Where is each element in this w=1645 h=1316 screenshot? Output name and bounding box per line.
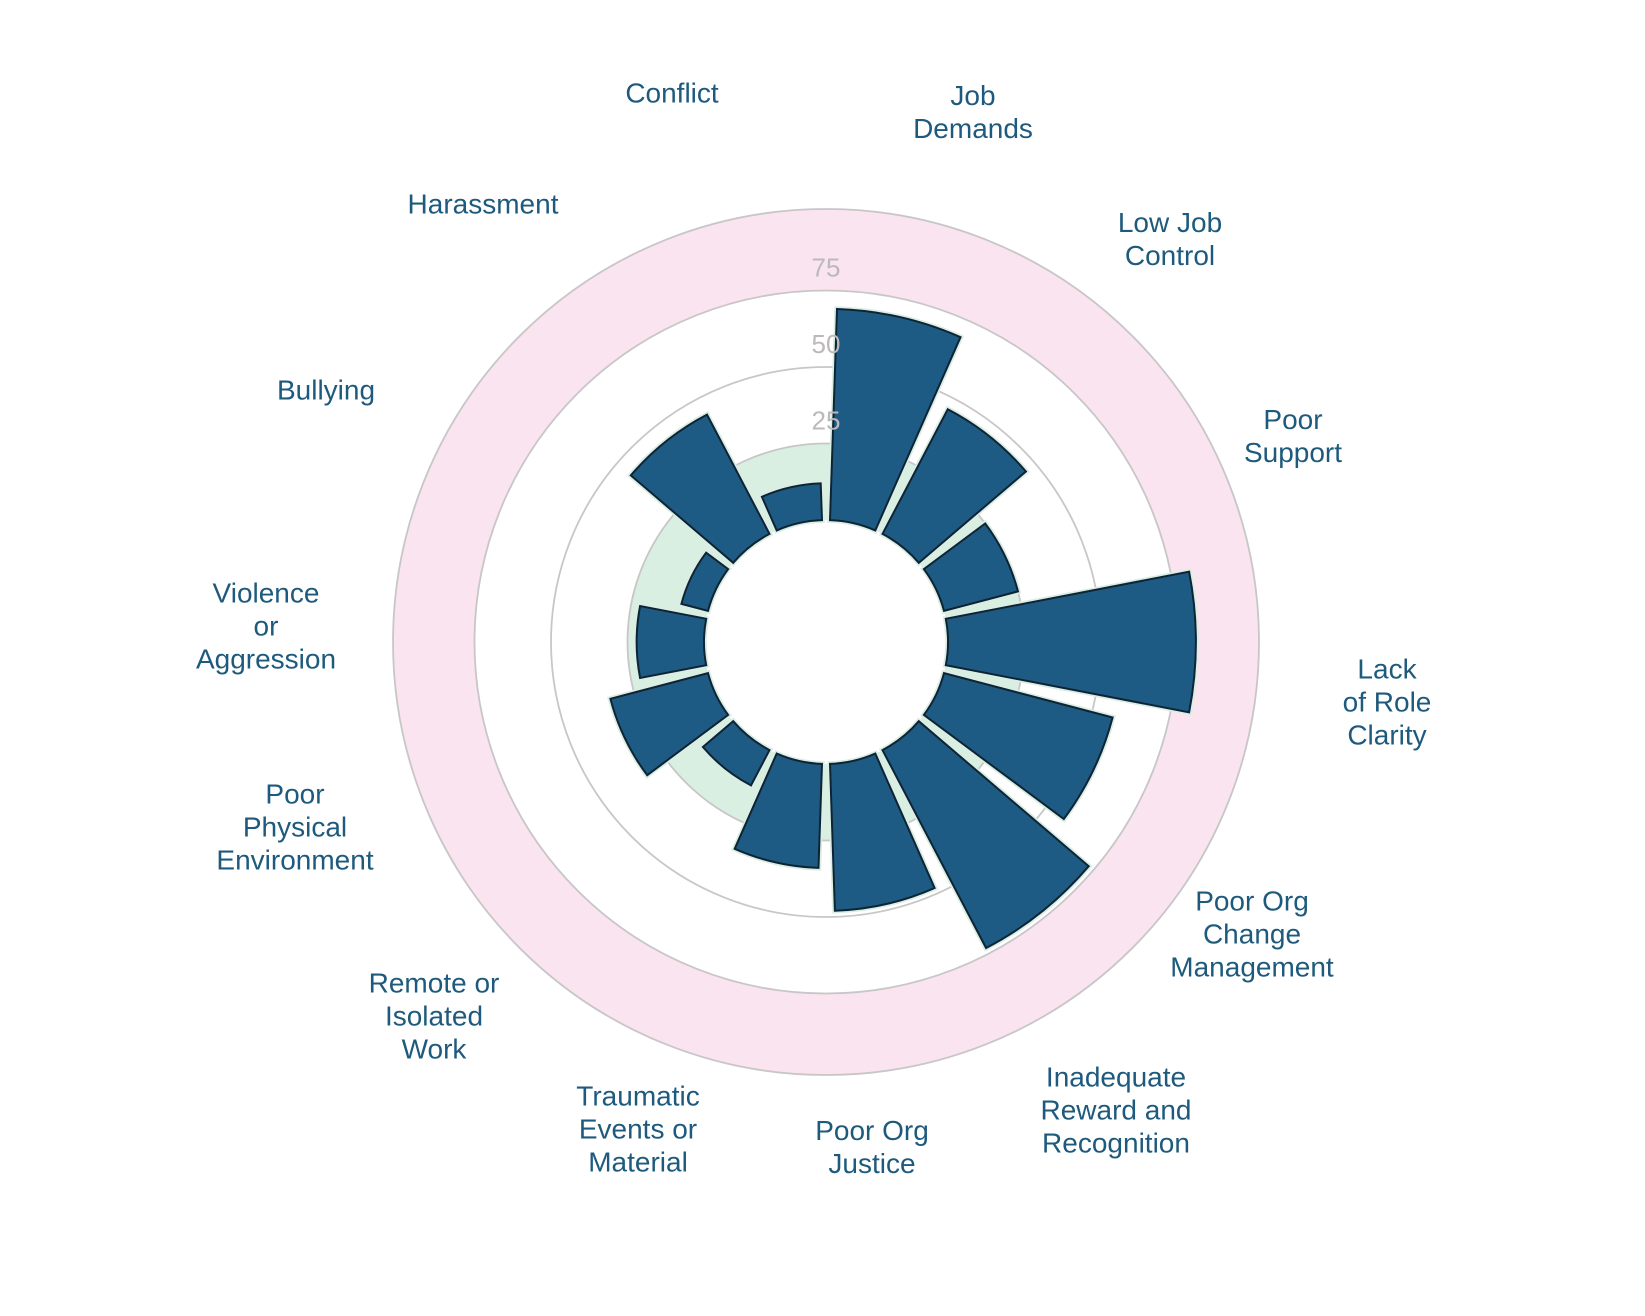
category-label-line: Justice: [828, 1148, 916, 1179]
category-label-inadequate-reward-and-recognition: Inadequate Reward and Recognition: [1041, 1061, 1192, 1160]
category-label-poor-support: Poor Support: [1244, 403, 1342, 469]
category-label-line: Management: [1170, 951, 1334, 983]
category-label-low-job-control: Low Job Control: [1118, 206, 1222, 272]
category-label-line: Remote or: [368, 967, 500, 999]
category-label-line: Conflict: [625, 77, 719, 109]
category-label-line: Poor Org: [1195, 885, 1309, 917]
category-label-poor-physical-environment: Poor Physical Environment: [216, 778, 373, 877]
wedge-poor-physical-environment: [609, 671, 730, 777]
wedge-poor-org-change-management: [922, 671, 1114, 821]
category-label-line: Harassment: [407, 188, 559, 220]
category-label-line: Isolated: [384, 1000, 484, 1032]
wedge-bullying: [680, 551, 730, 613]
category-label-line: or: [253, 610, 279, 642]
gridline-outer: [392, 208, 1260, 1076]
category-label-remote-or-isolated-work: Remote or Isolated Work: [369, 967, 500, 1066]
wedge-violence-or-aggression: [635, 604, 708, 680]
category-label-line: Job: [950, 80, 996, 111]
category-label-line: Bullying: [276, 374, 376, 406]
wedge-harassment: [629, 413, 771, 565]
category-label-poor-org-justice: Poor Org Justice: [815, 1114, 929, 1180]
category-label-line: Work: [401, 1033, 467, 1065]
radial-tick-25: 25: [812, 406, 841, 436]
category-label-line: Recognition: [1042, 1127, 1190, 1159]
category-label-line: Material: [588, 1146, 688, 1178]
category-label-line: Poor Org: [815, 1115, 929, 1146]
category-label-line: Control: [1124, 240, 1216, 271]
radial-tick-50: 50: [812, 329, 841, 359]
category-label-line: Poor: [265, 778, 325, 810]
category-label-harassment: Harassment: [408, 188, 559, 221]
wedge-inadequate-reward-and-recognition: [881, 719, 1091, 950]
category-label-line: Poor: [1263, 404, 1323, 435]
wedge-job-demands: [828, 307, 962, 532]
category-label-line: Support: [1243, 437, 1343, 468]
category-label-conflict: Conflict: [625, 77, 718, 110]
category-label-line: Events or: [578, 1113, 698, 1145]
wedge-conflict: [760, 482, 824, 532]
category-label-line: Lack: [1357, 653, 1417, 685]
category-label-line: Violence: [212, 577, 320, 609]
category-label-lack-of-role-clarity: Lack of Role Clarity: [1343, 653, 1432, 752]
risk-zone-high-ring: [393, 209, 1259, 1075]
category-label-line: Inadequate: [1045, 1061, 1187, 1093]
category-label-bullying: Bullying: [277, 374, 375, 407]
category-label-line: Environment: [216, 844, 374, 876]
wedge-low-job-control: [881, 407, 1028, 565]
wedge-poor-support: [922, 522, 1020, 613]
category-label-line: Demands: [913, 113, 1033, 144]
wedge-remote-or-isolated-work: [701, 719, 771, 787]
category-label-line: Clarity: [1347, 719, 1427, 751]
wedge-poor-org-justice: [828, 752, 936, 912]
category-label-violence-or-aggression: Violence or Aggression: [196, 577, 336, 676]
category-label-line: Low Job: [1117, 207, 1223, 238]
category-label-line: of Role: [1342, 686, 1432, 718]
category-label-line: Change: [1202, 918, 1302, 950]
category-label-poor-org-change-management: Poor Org Change Management: [1170, 885, 1333, 984]
radial-tick-75: 75: [812, 253, 841, 283]
category-label-line: Reward and: [1040, 1094, 1192, 1126]
category-label-traumatic-events-or-material: Traumatic Events or Material: [576, 1080, 699, 1179]
category-label-line: Physical: [242, 811, 348, 843]
wedge-traumatic-events-or-material: [733, 752, 824, 869]
wedge-lack-of-role-clarity: [944, 570, 1197, 714]
category-label-line: Aggression: [195, 643, 337, 675]
category-label-job-demands: Job Demands: [913, 79, 1033, 145]
category-label-line: Traumatic: [576, 1080, 700, 1112]
